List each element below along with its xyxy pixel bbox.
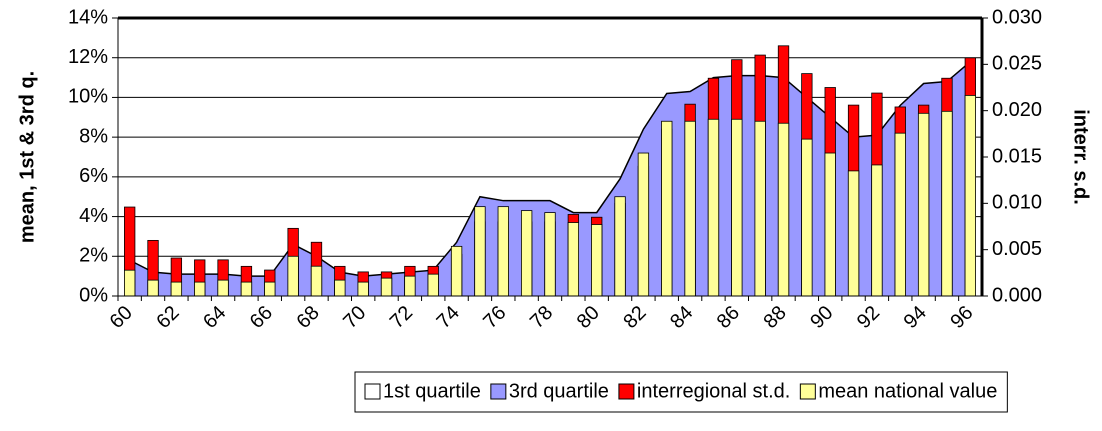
bar bbox=[147, 279, 159, 297]
bar bbox=[731, 118, 743, 297]
bar bbox=[567, 222, 580, 297]
x-tick-label: 66 bbox=[246, 302, 277, 333]
x-tick-label: 68 bbox=[292, 302, 323, 333]
y2-tick-label: 0.030 bbox=[992, 6, 1042, 28]
bar bbox=[847, 170, 860, 297]
bar bbox=[520, 210, 533, 297]
bar bbox=[240, 281, 253, 297]
bar bbox=[894, 132, 906, 297]
y2-tick-label: 0.025 bbox=[992, 53, 1042, 75]
bar bbox=[801, 138, 813, 297]
x-tick-label: 84 bbox=[666, 302, 697, 333]
x-tick-label: 96 bbox=[946, 302, 977, 333]
y-tick-label: 6% bbox=[79, 165, 108, 187]
bar bbox=[217, 279, 229, 297]
legend-label: interregional st.d. bbox=[637, 380, 790, 402]
y-axis-label: mean, 1st & 3rd q. bbox=[16, 71, 38, 243]
x-tick-label: 62 bbox=[152, 302, 183, 333]
bar bbox=[964, 95, 976, 297]
bar bbox=[941, 110, 953, 297]
legend-swatch bbox=[799, 383, 816, 400]
y-tick-label: 14% bbox=[68, 6, 108, 28]
y2-tick-label: 0.010 bbox=[992, 192, 1042, 214]
x-tick-label: 76 bbox=[479, 302, 510, 333]
x-tick-label: 90 bbox=[806, 302, 837, 333]
bar bbox=[474, 206, 486, 297]
y-tick-label: 4% bbox=[79, 205, 108, 227]
bar bbox=[170, 281, 183, 297]
legend-label: 1st quartile bbox=[383, 380, 481, 402]
legend-label: 3rd quartile bbox=[509, 380, 609, 402]
y2-tick-label: 0.020 bbox=[992, 99, 1042, 121]
bar bbox=[614, 196, 626, 297]
x-tick-label: 86 bbox=[713, 302, 744, 333]
bar bbox=[544, 212, 556, 297]
bar bbox=[497, 206, 509, 297]
bar bbox=[824, 152, 836, 297]
y-tick-label: 10% bbox=[68, 86, 108, 108]
bar bbox=[450, 245, 463, 297]
bar bbox=[684, 120, 696, 297]
bar bbox=[194, 281, 206, 297]
y-tick-label: 8% bbox=[79, 125, 108, 147]
bar bbox=[310, 265, 323, 297]
y-tick-label: 12% bbox=[68, 46, 108, 68]
x-tick-label: 64 bbox=[199, 302, 230, 333]
bar bbox=[357, 281, 369, 297]
x-tick-label: 70 bbox=[339, 302, 370, 333]
y2-tick-label: 0.015 bbox=[992, 145, 1042, 167]
x-tick-label: 60 bbox=[106, 302, 137, 333]
legend: 1st quartile 3rd quartile interregional st… bbox=[354, 371, 1008, 413]
bar bbox=[707, 118, 720, 297]
bar bbox=[124, 269, 136, 297]
x-tick-label: 78 bbox=[526, 302, 557, 333]
bar bbox=[661, 120, 673, 297]
y-tick-label: 0% bbox=[79, 284, 108, 306]
bar bbox=[777, 122, 790, 297]
bar bbox=[287, 255, 299, 297]
bar bbox=[264, 281, 276, 297]
legend-swatch bbox=[364, 383, 381, 400]
x-tick-label: 72 bbox=[386, 302, 417, 333]
y2-tick-label: 0.000 bbox=[992, 284, 1042, 306]
x-tick-label: 80 bbox=[573, 302, 604, 333]
bar bbox=[591, 224, 603, 297]
bar bbox=[637, 152, 650, 297]
bar bbox=[427, 273, 439, 297]
legend-swatch bbox=[618, 383, 635, 400]
bar bbox=[871, 164, 883, 297]
legend-label: mean national value bbox=[818, 380, 997, 402]
x-tick-label: 94 bbox=[900, 302, 931, 333]
x-tick-label: 92 bbox=[853, 302, 884, 333]
x-tick-label: 82 bbox=[619, 302, 650, 333]
bar bbox=[334, 279, 346, 297]
legend-swatch bbox=[490, 383, 507, 400]
y-tick-label: 2% bbox=[79, 245, 108, 267]
x-tick-label: 88 bbox=[759, 302, 790, 333]
bar bbox=[404, 275, 416, 297]
x-tick-label: 74 bbox=[433, 302, 464, 333]
bar bbox=[380, 277, 393, 297]
y2-axis-label: interr. s.d. bbox=[1070, 109, 1092, 205]
y2-tick-label: 0.005 bbox=[992, 238, 1042, 260]
bar bbox=[917, 112, 930, 297]
legend-box bbox=[354, 371, 1008, 413]
bar bbox=[754, 120, 766, 297]
